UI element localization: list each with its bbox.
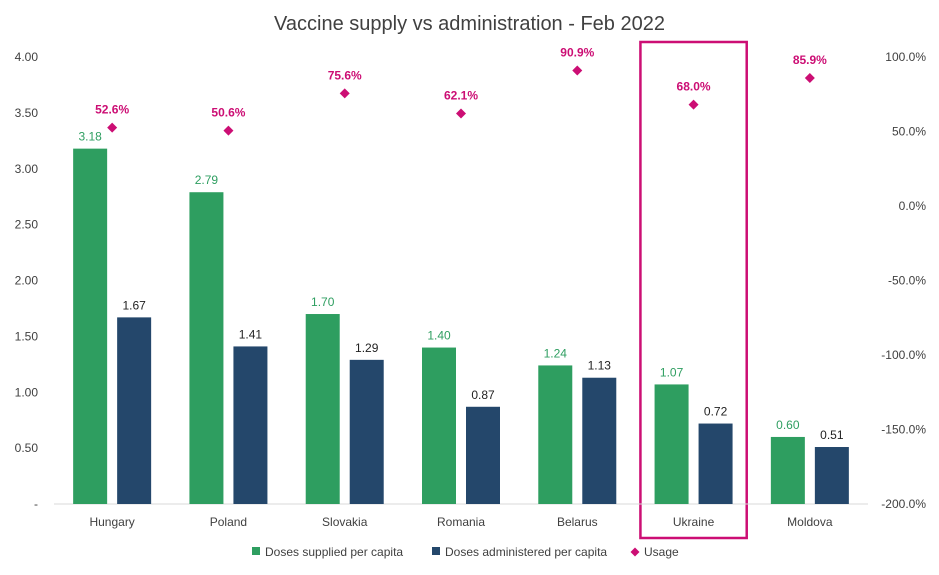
legend-swatch-administered (432, 547, 440, 555)
data-label-administered: 1.41 (239, 327, 263, 341)
bar-doses-administered (814, 447, 849, 504)
data-label-supplied: 1.70 (311, 295, 335, 309)
x-category-label: Romania (437, 515, 485, 529)
bar-doses-administered (582, 377, 617, 504)
usage-point (107, 122, 118, 133)
y-left-tick-label: 2.50 (15, 218, 39, 232)
y-left-tick-label: 0.50 (15, 441, 39, 455)
bar-doses-supplied (770, 436, 805, 504)
data-label-administered: 1.13 (588, 359, 612, 373)
x-category-label: Ukraine (673, 515, 715, 529)
data-label-administered: 0.51 (820, 428, 844, 442)
data-label-usage: 90.9% (560, 46, 594, 60)
legend-swatch-supplied (252, 547, 260, 555)
usage-point (223, 125, 234, 136)
data-label-usage: 52.6% (95, 103, 129, 117)
y-left-tick-label: 3.00 (15, 162, 39, 176)
bar-doses-supplied (189, 192, 224, 504)
y-right-tick-label: -200.0% (881, 497, 926, 511)
data-label-usage: 75.6% (328, 68, 362, 82)
data-label-usage: 85.9% (793, 53, 827, 67)
y-left-tick-label: 1.50 (15, 329, 39, 343)
x-category-label: Poland (210, 515, 247, 529)
bar-doses-administered (349, 359, 384, 504)
usage-point (688, 99, 699, 110)
y-left-tick-label: 1.00 (15, 385, 39, 399)
data-label-usage: 68.0% (677, 80, 711, 94)
legend-item-label: Usage (644, 545, 679, 559)
data-label-supplied: 2.79 (195, 173, 219, 187)
bar-doses-supplied (305, 314, 340, 504)
data-label-administered: 0.72 (704, 405, 728, 419)
bar-doses-supplied (422, 347, 456, 504)
y-left-tick-label: - (34, 497, 38, 511)
usage-point (456, 108, 466, 119)
data-label-administered: 1.29 (355, 341, 379, 355)
data-label-supplied: 1.07 (660, 365, 684, 379)
data-label-supplied: 0.60 (776, 418, 800, 432)
data-label-supplied: 3.18 (78, 130, 102, 144)
data-label-administered: 0.87 (471, 388, 495, 402)
data-label-administered: 1.67 (122, 298, 146, 312)
data-label-usage: 50.6% (211, 106, 245, 120)
y-left-tick-label: 2.00 (15, 274, 39, 288)
usage-point (572, 65, 583, 76)
highlight-box-ukraine (639, 40, 748, 540)
bar-doses-administered (466, 406, 500, 504)
bar-doses-administered (233, 346, 268, 504)
legend-swatch-usage (630, 547, 640, 557)
legend-item-label: Doses administered per capita (445, 545, 607, 559)
x-category-label: Slovakia (322, 515, 368, 529)
x-category-label: Belarus (557, 515, 598, 529)
y-right-tick-label: -100.0% (881, 348, 926, 362)
y-right-tick-label: -150.0% (881, 423, 926, 437)
y-right-tick-label: 0.0% (899, 199, 927, 213)
x-category-label: Hungary (89, 515, 134, 529)
usage-point (804, 73, 815, 84)
y-right-tick-label: -50.0% (888, 274, 926, 288)
data-label-usage: 62.1% (444, 88, 478, 102)
y-left-tick-label: 3.50 (15, 106, 39, 120)
y-right-tick-label: 100.0% (885, 50, 926, 64)
y-right-tick-label: 50.0% (892, 125, 926, 139)
y-left-tick-label: 4.00 (15, 50, 39, 64)
x-category-label: Moldova (787, 515, 833, 529)
bar-doses-supplied (73, 148, 108, 504)
bar-doses-administered (117, 317, 152, 504)
data-label-supplied: 1.40 (427, 329, 451, 343)
bar-doses-supplied (654, 384, 689, 504)
usage-point (339, 88, 350, 99)
chart-title: Vaccine supply vs administration - Feb 2… (274, 13, 665, 35)
bar-doses-supplied (538, 365, 573, 504)
bar-doses-administered (698, 423, 733, 504)
legend-item-label: Doses supplied per capita (265, 545, 403, 559)
data-label-supplied: 1.24 (544, 346, 568, 360)
